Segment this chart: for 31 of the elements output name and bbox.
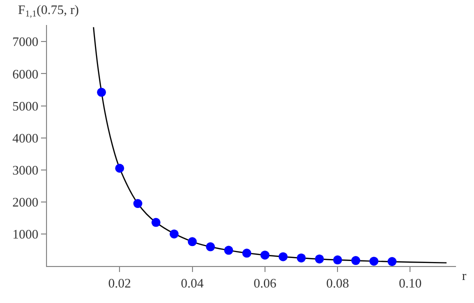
point xyxy=(206,242,215,252)
y-tick-label: 7000 xyxy=(12,34,38,50)
point xyxy=(188,237,197,246)
point xyxy=(151,218,160,227)
y-tick-label: 3000 xyxy=(12,162,38,178)
point xyxy=(369,256,378,266)
y-tick-label: 2000 xyxy=(12,194,38,210)
x-axis-title: r xyxy=(462,268,467,283)
point xyxy=(170,229,179,238)
point xyxy=(224,246,234,255)
point xyxy=(242,248,252,258)
x-tick-label: 0.10 xyxy=(398,276,422,291)
point xyxy=(96,88,106,97)
point xyxy=(351,256,360,266)
point xyxy=(133,199,142,208)
x-tick-label: 0.04 xyxy=(180,276,204,291)
point xyxy=(388,257,397,266)
point xyxy=(296,253,306,262)
y-tick-label: 6000 xyxy=(12,66,38,82)
y-tick-label: 1000 xyxy=(12,226,38,242)
point xyxy=(314,254,324,264)
point xyxy=(278,252,288,262)
point xyxy=(333,255,342,264)
y-tick-label: 5000 xyxy=(12,98,38,114)
point xyxy=(260,250,270,260)
y-axis-title: F$_{1,1}$(0.75, r) xyxy=(18,2,79,19)
x-tick-label: 0.02 xyxy=(108,276,132,291)
x-tick-label: 0.06 xyxy=(254,276,277,291)
x-tick-label: 0.08 xyxy=(326,276,349,291)
point xyxy=(115,164,124,173)
y-tick-label: 4000 xyxy=(12,130,38,146)
